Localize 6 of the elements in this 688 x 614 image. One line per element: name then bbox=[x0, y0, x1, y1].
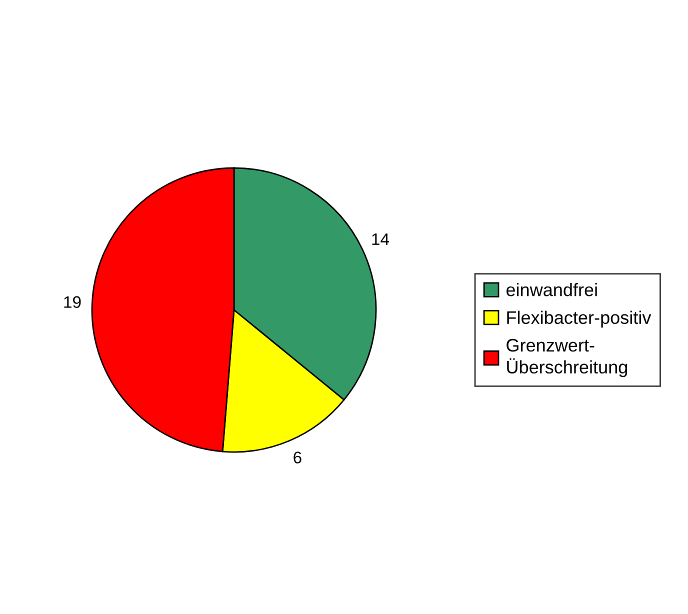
legend-label: Grenzwert- Überschreitung bbox=[506, 338, 627, 378]
data-label: 19 bbox=[64, 296, 81, 308]
data-label: 14 bbox=[372, 233, 390, 245]
data-label: 6 bbox=[294, 452, 302, 464]
legend-label: einwandfrei bbox=[506, 282, 597, 296]
legend-label: Flexibacter-positiv bbox=[507, 310, 652, 328]
